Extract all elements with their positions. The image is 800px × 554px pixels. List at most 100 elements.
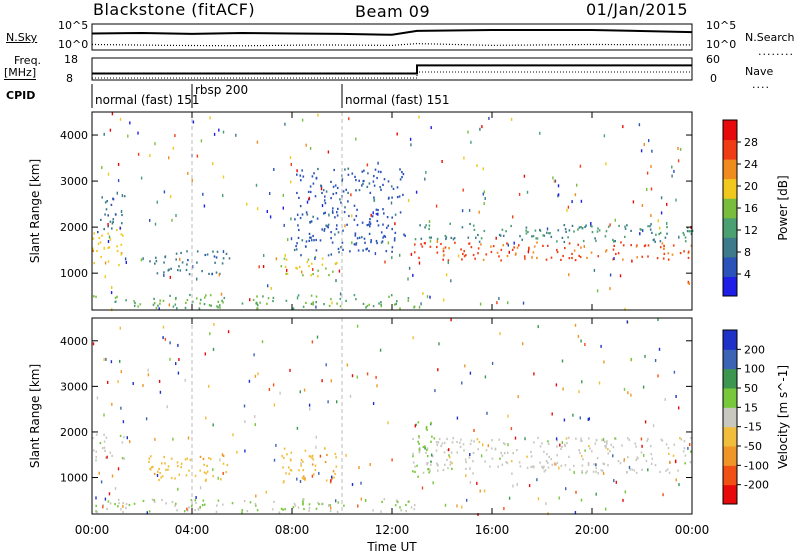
echo-cell — [95, 510, 97, 513]
echo-cell — [176, 307, 178, 310]
cpid-label: CPID — [6, 89, 36, 102]
echo-cell — [659, 470, 661, 474]
freq-line — [92, 64, 692, 75]
echo-cell — [231, 502, 234, 505]
echo-cell — [451, 467, 453, 470]
echo-cell — [159, 390, 162, 394]
echo-cell — [316, 335, 319, 339]
echo-cell — [343, 504, 345, 507]
echo-cell — [201, 504, 204, 507]
echo-cell — [581, 227, 584, 230]
velocity-colorbar-tick-label: -200 — [744, 479, 769, 492]
echo-cell — [103, 357, 105, 361]
echo-cell — [654, 464, 657, 467]
echo-cell — [624, 227, 627, 230]
echo-cell — [262, 265, 265, 268]
echo-cell — [617, 252, 620, 255]
echo-cell — [605, 250, 607, 253]
echo-cell — [476, 164, 478, 168]
echo-cell — [168, 303, 170, 307]
echo-cell — [181, 261, 184, 264]
echo-cell — [169, 195, 172, 199]
echo-cell — [340, 201, 342, 204]
echo-cell — [243, 500, 246, 503]
echo-cell — [437, 469, 439, 472]
echo-cell — [432, 455, 434, 458]
echo-cell — [613, 244, 615, 247]
echo-cell — [272, 300, 274, 303]
echo-cell — [684, 454, 687, 457]
echo-cell — [107, 260, 110, 263]
echo-cell — [434, 389, 436, 393]
echo-cell — [309, 407, 311, 411]
echo-cell — [100, 255, 102, 259]
echo-cell — [384, 260, 386, 264]
echo-cell — [644, 420, 647, 424]
echo-cell — [361, 184, 363, 187]
echo-cell — [216, 250, 219, 253]
echo-cell — [646, 188, 648, 191]
echo-cell — [677, 159, 680, 163]
echo-cell — [111, 402, 113, 406]
echo-cell — [289, 156, 292, 160]
echo-cell — [302, 175, 305, 178]
echo-cell — [372, 402, 375, 405]
echo-cell — [591, 225, 593, 228]
echo-cell — [304, 245, 307, 248]
echo-cell — [548, 232, 550, 235]
echo-cell — [392, 187, 395, 190]
echo-cell — [591, 231, 594, 234]
echo-cell — [362, 302, 365, 305]
echo-cell — [284, 122, 286, 126]
echo-cell — [156, 474, 159, 477]
echo-cell — [290, 469, 293, 472]
echo-cell — [107, 223, 109, 226]
echo-cell — [502, 244, 504, 247]
echo-cell — [117, 505, 119, 508]
echo-cell — [414, 465, 416, 468]
echo-cell — [445, 237, 447, 241]
echo-cell — [284, 253, 286, 257]
echo-cell — [555, 463, 557, 466]
echo-cell — [369, 463, 371, 466]
station-title: Blackstone (fitACF) — [93, 0, 256, 19]
echo-cell — [310, 220, 313, 223]
echo-cell — [636, 456, 638, 460]
echo-cell — [285, 258, 288, 261]
echo-cell — [612, 258, 614, 261]
echo-cell — [199, 455, 202, 458]
echo-cell — [102, 505, 104, 509]
velocity-colorbar-swatch — [723, 465, 737, 486]
echo-cell — [177, 269, 179, 272]
echo-cell — [336, 186, 339, 190]
echo-cell — [372, 180, 375, 183]
echo-cell — [663, 247, 665, 250]
echo-cell — [255, 301, 258, 304]
echo-cell — [140, 176, 143, 180]
echo-cell — [396, 196, 399, 199]
echo-cell — [334, 452, 337, 456]
echo-cell — [299, 265, 301, 269]
echo-cell — [388, 196, 390, 199]
echo-cell — [103, 446, 106, 449]
echo-cell — [104, 449, 106, 452]
velocity-colorbar-frame — [722, 329, 738, 505]
echo-cell — [461, 209, 464, 213]
echo-cell — [550, 256, 553, 259]
echo-cell — [432, 481, 434, 485]
echo-cell — [402, 193, 404, 196]
echo-cell — [301, 169, 303, 172]
echo-cell — [312, 301, 314, 304]
echo-cell — [430, 460, 432, 463]
echo-cell — [111, 227, 113, 230]
echo-cell — [267, 284, 269, 288]
echo-cell — [107, 225, 109, 228]
echo-cell — [205, 472, 207, 475]
echo-cell — [273, 403, 276, 407]
echo-cell — [116, 191, 118, 195]
echo-cell — [148, 457, 151, 460]
velocity-colorbar-tick-label: 50 — [744, 382, 758, 395]
echo-cell — [194, 499, 197, 502]
echo-cell — [657, 219, 659, 223]
